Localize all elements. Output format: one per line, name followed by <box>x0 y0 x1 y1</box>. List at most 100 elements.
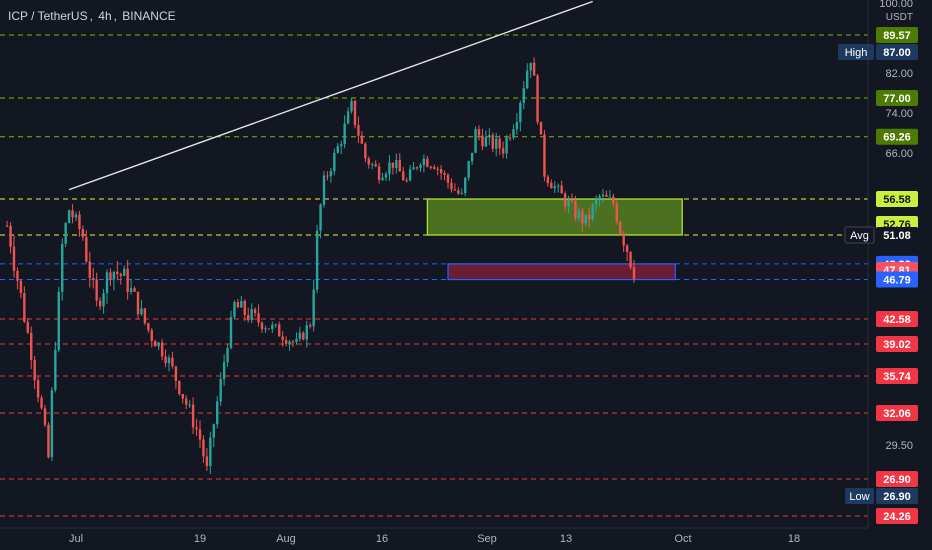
candle-body <box>553 186 556 189</box>
candle-body <box>302 332 305 340</box>
green-zone-box[interactable] <box>426 198 683 236</box>
candle-body <box>481 135 484 147</box>
price-label-avg-51-08[interactable]: 51.08 Avg <box>844 226 918 244</box>
candle-body <box>240 301 243 308</box>
price-tick-label: 29.50 <box>885 440 913 452</box>
time-tick-label: Sep <box>477 533 497 545</box>
candle-body <box>178 380 181 395</box>
candle-body <box>85 237 88 262</box>
symbol-name[interactable]: ICP / TetherUS <box>8 9 88 23</box>
time-tick-label: 16 <box>376 533 388 545</box>
candle-body <box>615 203 618 223</box>
candle-body <box>598 196 601 200</box>
price-label-text: 26.90 <box>883 491 911 503</box>
candle-body <box>522 88 525 103</box>
candle-body <box>126 268 129 293</box>
candle-body <box>588 214 591 220</box>
candle-body <box>209 437 212 466</box>
trendline-group[interactable] <box>68 0 593 191</box>
candle-body <box>185 398 188 405</box>
time-tick-label: Jul <box>69 533 83 545</box>
candle-body <box>136 291 140 315</box>
candle-body <box>116 271 119 274</box>
price-label-26-90[interactable]: 26.90 <box>876 471 918 487</box>
time-axis[interactable]: Jul 19 Aug 16 Sep 13 Oct 18 <box>0 527 932 550</box>
candle-body <box>205 456 209 466</box>
currency-label[interactable]: USDT <box>886 12 913 23</box>
price-label-bg <box>876 508 918 524</box>
price-label-bg <box>876 90 918 106</box>
candle-body <box>26 321 29 333</box>
candle-body <box>374 164 377 167</box>
price-axis[interactable]: 100.0082.0074.0066.0039.5029.5024.30USDT… <box>838 0 932 550</box>
candle-body <box>43 408 47 425</box>
price-label-text: 77.00 <box>883 93 911 105</box>
candle-body <box>501 148 505 154</box>
price-label-32-06[interactable]: 32.06 <box>876 405 918 421</box>
candle-body <box>594 199 598 205</box>
candle-body <box>474 129 477 153</box>
candle-body <box>315 230 319 290</box>
price-label-56-58[interactable]: 56.58 <box>876 191 918 207</box>
blue-zone-box[interactable] <box>447 263 676 281</box>
price-label-low-26-90[interactable]: 26.90 Low <box>845 488 918 504</box>
candle-body <box>50 390 54 458</box>
trendline[interactable] <box>68 0 593 191</box>
price-tick-label: 74.00 <box>885 108 913 120</box>
price-label-text: 89.57 <box>883 30 911 42</box>
candle-body <box>477 129 481 136</box>
price-tick-label: 66.00 <box>885 148 913 160</box>
candle-body <box>608 196 612 198</box>
candle-body <box>12 246 16 271</box>
candle-body <box>36 380 40 398</box>
candle-body <box>436 168 439 170</box>
candle-body <box>526 70 529 89</box>
candle-body <box>154 340 157 347</box>
price-label-bg <box>876 405 918 421</box>
candle-body <box>191 404 195 428</box>
candle-body <box>143 308 147 324</box>
candle-body <box>446 174 450 183</box>
candle-body <box>319 204 322 231</box>
candle-body <box>570 199 574 201</box>
price-label-bg <box>876 191 918 207</box>
candle-body <box>164 356 167 364</box>
candle-body <box>40 397 43 409</box>
candle-body <box>632 267 636 280</box>
candle-body <box>102 293 105 307</box>
price-label-42-58[interactable]: 42.58 <box>876 311 918 327</box>
candle-body <box>271 324 274 330</box>
candle-body <box>512 129 515 138</box>
candle-body <box>322 175 326 205</box>
price-label-77-00[interactable]: 77.00 <box>876 90 918 106</box>
price-label-bg <box>876 128 918 145</box>
candle-body <box>591 204 594 220</box>
candle-body <box>260 322 264 330</box>
candle-body <box>350 100 353 112</box>
interval-label[interactable]: 4h <box>98 9 112 23</box>
price-label-35-74[interactable]: 35.74 <box>876 368 918 384</box>
price-label-high-87-00[interactable]: 87.00 High <box>838 44 918 60</box>
price-label-39-02[interactable]: 39.02 <box>876 336 918 352</box>
candle-body <box>112 271 116 280</box>
price-label-89-57[interactable]: 89.57 <box>876 27 918 43</box>
candle-body <box>54 349 57 391</box>
price-label-bg <box>876 27 918 43</box>
candle-body <box>5 225 9 227</box>
candle-body <box>581 210 584 224</box>
candle-body <box>236 302 240 308</box>
price-label-24-26[interactable]: 24.26 <box>876 508 918 524</box>
candle-body <box>150 330 153 341</box>
price-label-69-26[interactable]: 69.26 <box>876 128 918 145</box>
candle-body <box>340 144 343 147</box>
price-tag-text: Avg <box>850 230 869 242</box>
zones <box>426 198 683 281</box>
candle-body <box>402 171 405 181</box>
price-label-46-79[interactable]: 46.79 <box>876 271 918 288</box>
time-tick-label: 18 <box>788 533 800 545</box>
candle-body <box>419 164 422 168</box>
candle-body <box>195 427 198 430</box>
candle-body <box>16 270 19 281</box>
price-tick-label: 100.00 <box>879 0 913 10</box>
